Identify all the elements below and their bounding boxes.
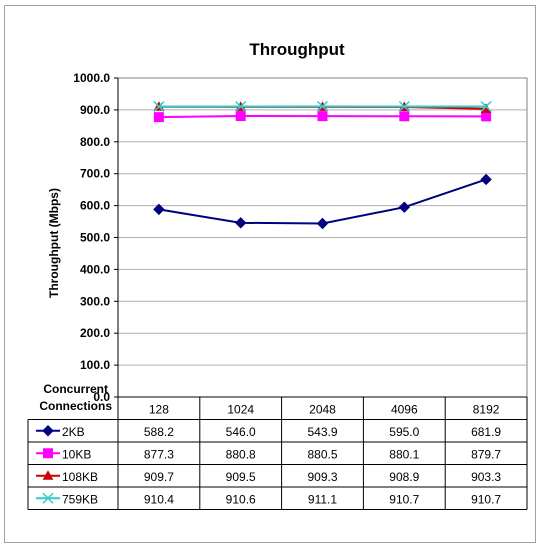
data-label: 909.7 [144,470,174,484]
data-label: 546.0 [226,425,256,439]
data-point-759KB [480,100,492,113]
legend-entry: 10KB [62,447,91,461]
data-label: 910.6 [226,492,256,506]
data-point-759KB [398,100,410,113]
data-label: 588.2 [144,425,174,439]
data-point-2KB [398,201,411,213]
x-axis-label: Concurrent Connections [39,382,112,413]
data-point-2KB [234,217,247,229]
y-tick-label: 700.0 [80,167,110,181]
data-label: 877.3 [144,447,174,461]
data-label: 909.3 [307,470,337,484]
data-point-10KB [235,111,246,122]
x-tick-label: 2048 [309,402,336,416]
y-tick-label: 600.0 [80,199,110,213]
y-axis-label: Throughput (Mbps) [47,188,61,298]
legend-key-marker [42,470,54,480]
data-label: 909.5 [226,470,256,484]
data-point-2KB [153,203,165,216]
data-label: 543.9 [307,425,337,439]
x-tick-label: 1024 [227,402,254,416]
data-point-759KB [316,100,329,112]
y-tick-label: 400.0 [80,262,110,276]
data-label: 910.7 [389,492,419,506]
x-tick-label: 128 [149,402,169,416]
data-point-2KB [480,173,492,186]
data-point-10KB [399,111,410,122]
data-label: 879.7 [471,447,501,461]
legend-entry: 759KB [62,492,98,506]
data-table: 128 1024 2048 4096 8192 2KB 588.2 546.0 543.9 595… [27,396,528,510]
data-label: 903.3 [471,470,501,484]
plot-area: 0.0 100.0 200.0 300.0 400.0 500.0 600.0 700.0 80… [73,71,528,404]
data-point-759KB [235,100,247,113]
legend-key-marker [42,425,54,437]
data-point-10KB [481,111,492,122]
legend-entry: 2KB [62,425,85,439]
legend-entry: 108KB [62,470,98,484]
x-tick-label: 4096 [391,402,418,416]
data-label: 880.1 [389,447,419,461]
data-label: 880.5 [307,447,337,461]
chart-title: Throughput [249,40,345,59]
y-tick-label: 1000.0 [73,71,110,85]
data-label: 908.9 [389,470,419,484]
x-tick-label: 8192 [473,402,500,416]
x-axis-label-line: Concurrent [43,382,108,396]
y-tick-label: 200.0 [80,326,110,340]
data-label: 880.8 [226,447,256,461]
data-point-10KB [317,111,328,122]
legend-key-marker [42,492,54,504]
data-label: 681.9 [471,425,501,439]
y-tick-label: 900.0 [80,103,110,117]
y-tick-label: 0.0 [93,390,110,404]
legend-key-marker [43,448,53,459]
y-tick-label: 300.0 [80,294,110,308]
data-point-2KB [316,217,329,230]
x-axis-label-line: Connections [39,399,112,413]
y-tick-label: 800.0 [80,135,110,149]
data-label: 911.1 [308,492,337,506]
data-label: 910.7 [471,492,501,506]
y-tick-label: 500.0 [80,231,110,245]
data-label: 595.0 [389,425,419,439]
data-point-759KB [153,101,165,113]
data-label: 910.4 [144,492,174,506]
y-tick-label: 100.0 [80,358,110,372]
data-point-10KB [153,112,164,123]
